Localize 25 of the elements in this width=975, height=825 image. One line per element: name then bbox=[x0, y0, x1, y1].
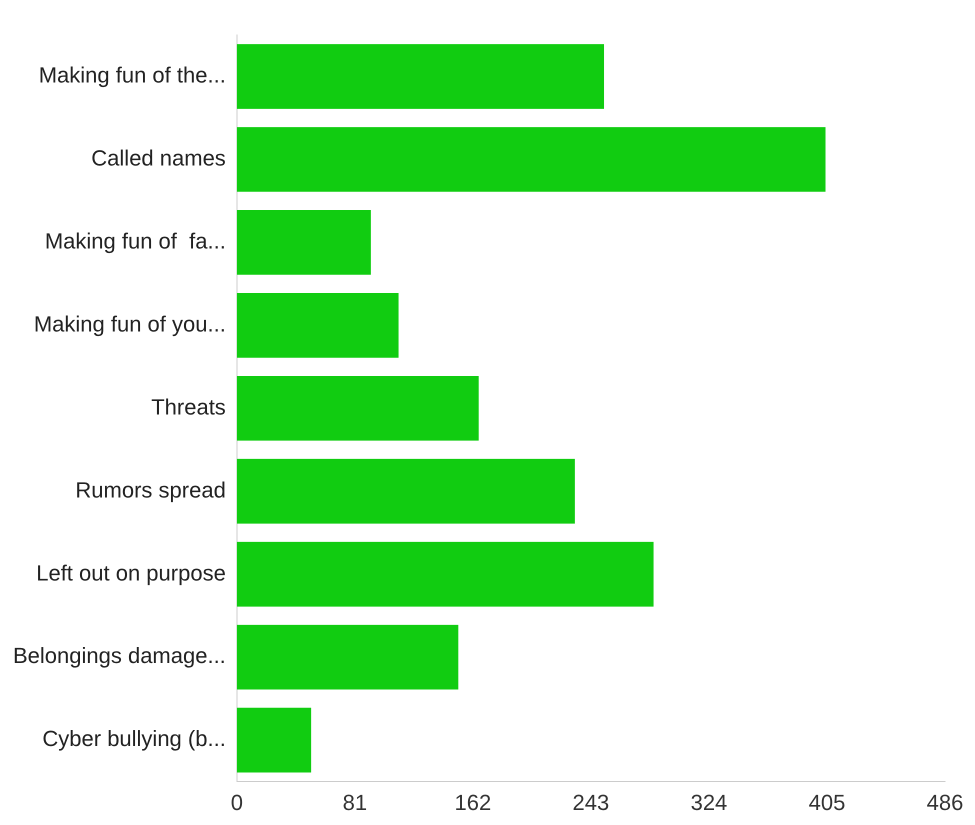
y-tick-label: Rumors spread bbox=[75, 477, 226, 502]
x-tick-label: 486 bbox=[926, 790, 964, 815]
bar bbox=[236, 624, 458, 690]
y-tick-label: Called names bbox=[91, 145, 226, 170]
bar bbox=[236, 292, 399, 358]
bar bbox=[236, 127, 826, 192]
x-tick-label: 243 bbox=[572, 790, 610, 815]
y-tick-label: Cyber bullying (b... bbox=[42, 726, 226, 752]
y-tick-label: Threats bbox=[151, 394, 226, 420]
x-tick-label: 162 bbox=[454, 790, 492, 815]
y-tick-label: Making fun of fa... bbox=[44, 228, 226, 254]
x-tick-label: 81 bbox=[342, 790, 368, 815]
bar bbox=[236, 376, 479, 441]
x-tick-label: 405 bbox=[808, 790, 846, 815]
bar bbox=[236, 210, 371, 275]
y-tick-label: Left out on purpose bbox=[36, 560, 226, 586]
x-tick-label: 324 bbox=[690, 790, 728, 815]
y-tick-label: Making fun of the... bbox=[38, 62, 226, 88]
bar bbox=[236, 542, 654, 607]
bar bbox=[236, 458, 575, 524]
y-tick-label: Belongings damage... bbox=[12, 643, 226, 668]
bar bbox=[236, 44, 604, 109]
x-tick-label: 0 bbox=[230, 790, 243, 815]
bar bbox=[236, 708, 312, 772]
y-tick-label: Making fun of you... bbox=[34, 311, 226, 336]
